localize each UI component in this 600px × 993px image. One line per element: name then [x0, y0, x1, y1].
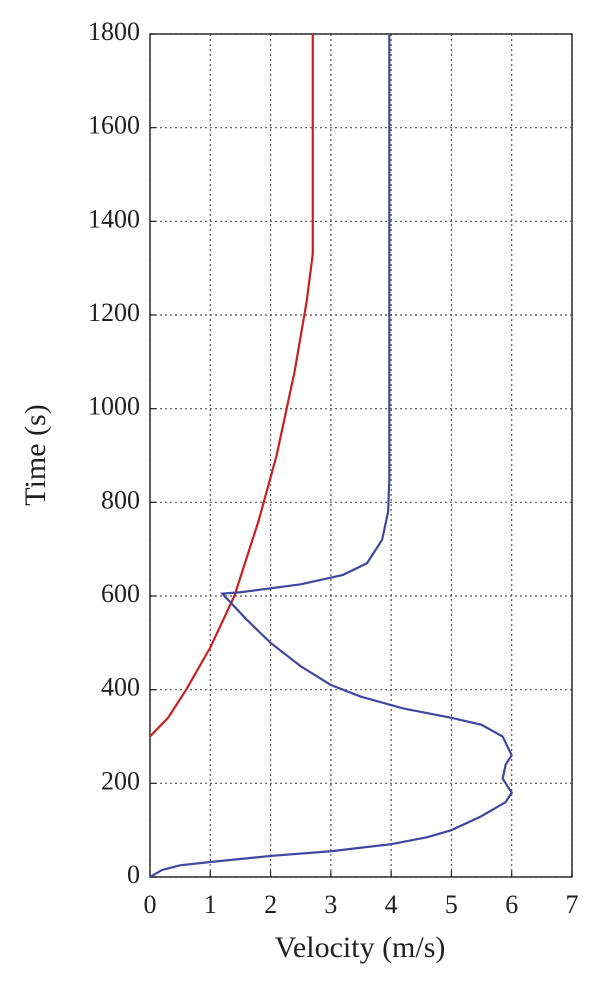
x-tick-label: 4	[385, 890, 398, 919]
x-axis-label: Velocity (m/s)	[275, 931, 446, 964]
x-tick-label: 5	[445, 890, 458, 919]
y-tick-label: 600	[101, 579, 140, 608]
x-tick-label: 2	[264, 890, 277, 919]
x-tick-label: 7	[566, 890, 579, 919]
plot-frame	[149, 33, 573, 878]
y-tick-label: 1400	[88, 204, 140, 233]
y-tick-label: 1000	[88, 392, 140, 421]
data-line	[149, 34, 514, 878]
x-tick-label: 3	[324, 890, 337, 919]
y-axis-label: Time (s)	[19, 404, 52, 505]
y-tick-label: 200	[101, 766, 140, 795]
y-tick-label: 1600	[88, 111, 140, 140]
x-tick-label: 0	[144, 890, 157, 919]
y-tick-label: 0	[127, 860, 140, 889]
x-tick-label: 6	[505, 890, 518, 919]
y-tick-label: 1800	[88, 17, 140, 46]
y-tick-label: 1200	[88, 298, 140, 327]
data-line	[149, 34, 314, 738]
x-tick-label: 1	[204, 890, 217, 919]
y-tick-label: 400	[101, 673, 140, 702]
y-tick-label: 800	[101, 485, 140, 514]
